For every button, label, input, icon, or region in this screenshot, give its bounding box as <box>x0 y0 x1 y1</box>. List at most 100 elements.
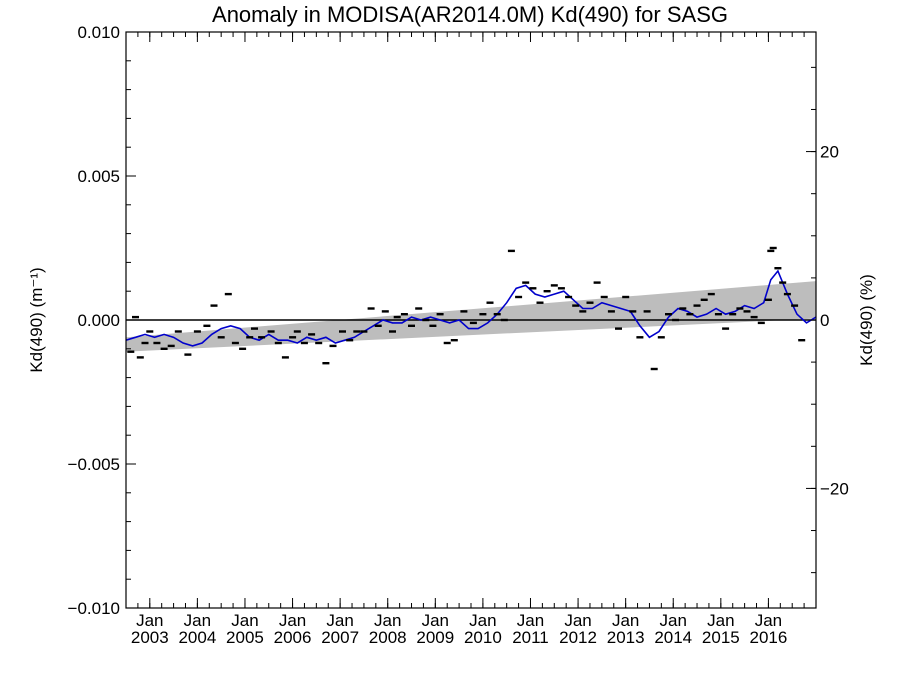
y-axis-left-title: Kd(490) (m⁻¹) <box>27 267 46 372</box>
data-point-dash <box>346 339 354 342</box>
data-point-dash <box>643 310 651 313</box>
x-tick-month-label: Jan <box>469 611 496 630</box>
data-point-dash <box>408 324 415 327</box>
data-point-dash <box>593 281 601 284</box>
data-point-dash <box>246 336 254 339</box>
data-point-dash <box>769 246 777 250</box>
x-tick-year-label: 2004 <box>178 628 216 647</box>
x-tick-month-label: Jan <box>755 611 782 630</box>
data-point-dash <box>783 292 791 296</box>
x-tick-month-label: Jan <box>184 611 211 630</box>
data-point-dash <box>329 344 337 348</box>
data-point-dash <box>217 336 225 339</box>
x-tick-month-label: Jan <box>231 611 258 630</box>
data-point-dash <box>622 295 630 299</box>
data-point-dash <box>322 362 330 365</box>
data-point-dash <box>231 341 239 345</box>
y-left-tick-label: 0.000 <box>77 311 120 330</box>
data-point-dash <box>767 249 775 253</box>
data-point-dash <box>193 330 201 333</box>
data-point-dash <box>536 301 544 304</box>
data-point-dash <box>353 330 361 333</box>
x-tick-year-label: 2007 <box>321 628 359 647</box>
data-point-dash <box>450 339 458 342</box>
data-point-dash <box>529 287 537 290</box>
data-point-dash <box>308 333 316 336</box>
data-point-dash <box>251 327 258 330</box>
x-tick-year-label: 2015 <box>702 628 740 647</box>
x-tick-month-label: Jan <box>374 611 401 630</box>
x-tick-year-label: 2010 <box>464 628 502 647</box>
data-point-dash <box>736 307 744 310</box>
data-point-dash <box>515 295 523 299</box>
data-point-dash <box>258 336 266 339</box>
data-point-dash <box>557 287 565 290</box>
x-tick-year-label: 2013 <box>607 628 645 647</box>
y-left-tick-label: 0.010 <box>77 23 120 42</box>
data-point-dash <box>714 313 722 316</box>
x-tick-month-label: Jan <box>707 611 734 630</box>
data-point-dash <box>750 315 758 319</box>
x-tick-year-label: 2008 <box>369 628 407 647</box>
data-point-dash <box>572 304 580 307</box>
y-axis-right-title: Kd(490) (%) <box>857 274 876 366</box>
y-right-tick-label: 0 <box>820 311 829 330</box>
data-point-dash <box>393 315 401 319</box>
data-point-dash <box>707 292 715 296</box>
data-point-dash <box>722 327 730 330</box>
data-point-dash <box>443 341 451 345</box>
data-point-dash <box>153 341 161 345</box>
data-point-dash <box>500 318 508 322</box>
data-point-dash <box>791 304 799 307</box>
data-point-dash <box>360 330 368 333</box>
x-tick-month-label: Jan <box>612 611 639 630</box>
data-point-dash <box>367 307 375 310</box>
x-tick-month-label: Jan <box>564 611 591 630</box>
data-point-dash <box>700 298 708 301</box>
data-point-dash <box>743 310 751 313</box>
series-line-smoothed-anomaly <box>125 269 817 347</box>
data-point-dash <box>184 353 192 356</box>
data-point-dash <box>132 315 139 319</box>
data-point-dash <box>267 330 275 333</box>
data-point-dash <box>672 318 680 322</box>
data-point-dash <box>493 313 501 316</box>
data-point-dash <box>679 307 687 310</box>
data-point-dash <box>757 321 765 325</box>
data-point-dash <box>141 341 149 345</box>
data-point-dash <box>274 341 282 345</box>
data-point-dash <box>281 356 289 359</box>
trend-band-layer <box>126 281 816 352</box>
data-point-dash <box>600 295 608 299</box>
data-point-dash <box>210 304 218 307</box>
data-point-dash <box>565 295 573 299</box>
data-point-dash <box>479 313 487 316</box>
data-point-dash <box>686 313 694 316</box>
data-point-dash <box>774 267 782 270</box>
data-point-dash <box>550 284 558 287</box>
x-tick-month-label: Jan <box>422 611 449 630</box>
y-right-tick-label: −20 <box>820 479 849 498</box>
data-point-dash <box>224 292 232 296</box>
data-point-dash <box>415 307 423 310</box>
data-point-dash <box>798 339 806 342</box>
data-point-dash <box>167 344 175 348</box>
x-tick-month-label: Jan <box>136 611 163 630</box>
trend-confidence-band <box>126 281 816 352</box>
x-tick-year-label: 2005 <box>226 628 264 647</box>
x-tick-month-label: Jan <box>660 611 687 630</box>
data-point-dash <box>693 304 701 307</box>
data-layer <box>125 246 817 371</box>
x-tick-year-label: 2016 <box>749 628 787 647</box>
data-point-dash <box>429 324 437 327</box>
data-point-dash <box>729 313 737 316</box>
data-point-dash <box>469 321 477 325</box>
axes-layer: −0.010−0.0050.0000.0050.010−20020Jan2003… <box>68 23 849 647</box>
data-point-dash <box>146 330 154 333</box>
x-tick-year-label: 2012 <box>559 628 597 647</box>
data-point-dash <box>615 327 622 330</box>
data-point-dash <box>779 281 787 284</box>
data-point-dash <box>586 301 594 304</box>
data-point-dash <box>239 347 247 350</box>
